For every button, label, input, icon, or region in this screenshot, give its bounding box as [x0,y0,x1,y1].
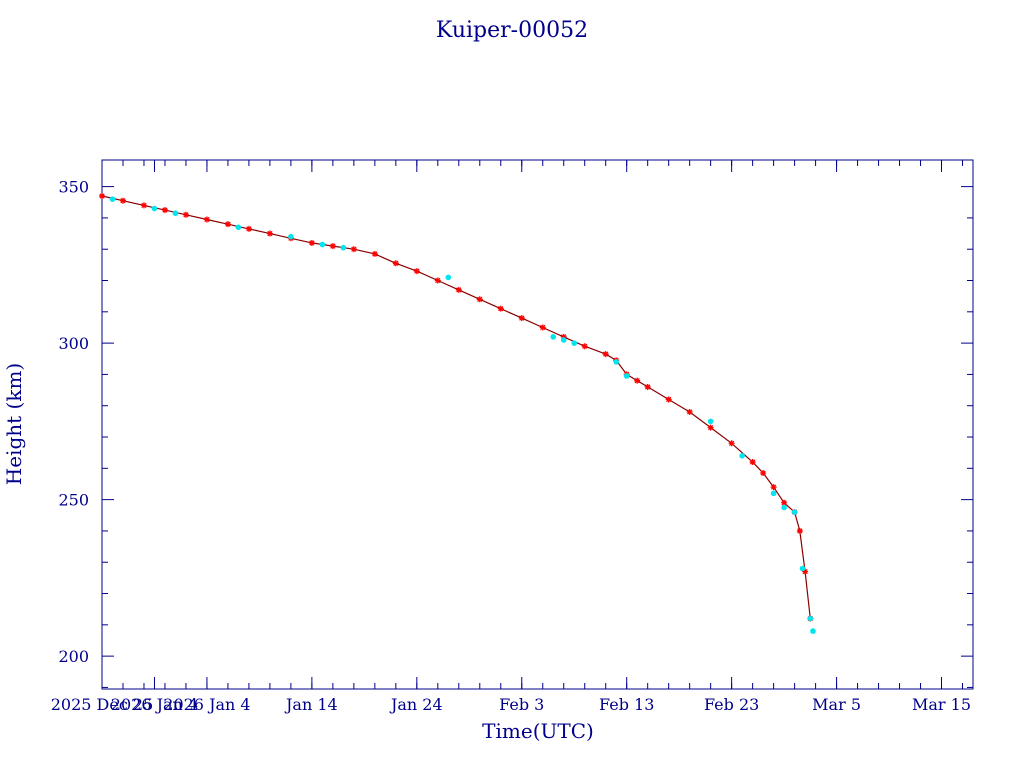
data-point [634,377,641,384]
data-point [728,440,735,447]
highlighted-point [560,337,567,343]
highlighted-point [791,509,798,515]
chart-title: Kuiper-00052 [436,18,588,43]
y-tick-label: 350 [58,178,89,197]
data-point [392,260,399,267]
data-point [770,484,777,491]
highlighted-point [288,233,294,240]
data-point [434,277,441,284]
highlighted-point [340,244,347,251]
highlighted-point [770,490,777,497]
highlighted-point [235,224,242,231]
data-point [749,459,756,466]
data-point [760,470,767,477]
highlighted-point [172,210,179,217]
highlighted-point [109,196,116,202]
data-point [308,239,315,246]
data-point [581,343,588,350]
data-point [455,286,462,293]
x-tick-label: Jan 14 [284,695,338,714]
x-tick-label: Jan 24 [389,695,443,714]
x-tick-label: 2026 Jan 4 [163,695,250,714]
highlighted-point [613,359,620,365]
x-tick-label: Mar 15 [912,695,971,714]
data-point [602,351,609,358]
data-point [539,324,546,331]
data-point [476,296,483,303]
highlighted-point [781,504,787,511]
y-tick-label: 200 [58,647,89,666]
series-line [101,195,811,619]
data-point [224,221,231,228]
y-axis: 200 250 300 350 [58,178,973,688]
data-point [119,197,126,204]
data-point [413,268,420,275]
data-point [686,408,693,415]
x-tick-label: Feb 3 [499,695,544,714]
highlighted-point [151,205,158,212]
data-point [796,527,803,534]
data-point [707,424,714,431]
data-point [644,383,651,390]
highlighted-point [445,274,452,281]
y-axis-label: Height (km) [2,363,26,485]
data-point [781,499,788,506]
data-point [802,568,809,575]
data-point [266,230,273,237]
highlighted-point [799,565,806,572]
x-tick-label: Mar 5 [812,695,861,714]
data-point [518,315,525,322]
x-axis-label: Time(UTC) [482,719,594,743]
data-point [350,246,357,253]
x-tick-label: 2025 Dec 25 [51,695,154,714]
highlighted-point [571,340,578,346]
data-point [161,207,168,214]
highlighted-point [550,334,557,340]
data-point [245,225,252,232]
series-markers [99,192,814,622]
y-tick-label: 250 [58,491,89,510]
data-point [140,202,147,209]
x-tick-label: Feb 13 [599,695,654,714]
highlighted-point [707,418,714,425]
data-point [560,333,567,340]
data-point [371,250,378,257]
y-tick-label: 300 [58,334,89,353]
data-point [99,192,105,199]
highlighted-point [810,628,816,634]
data-point [329,243,336,250]
highlighted-markers [109,196,816,634]
highlighted-point [739,453,745,459]
plot-frame [101,159,974,690]
data-point [665,396,672,403]
x-tick-label: Feb 23 [704,695,759,714]
highlighted-point [807,615,814,622]
data-point [182,211,189,218]
highlighted-point [319,241,326,248]
data-point [203,216,210,223]
x-tick-label: 2026 Jan 4 [111,695,198,714]
highlighted-point [623,373,630,379]
data-point [497,305,504,312]
